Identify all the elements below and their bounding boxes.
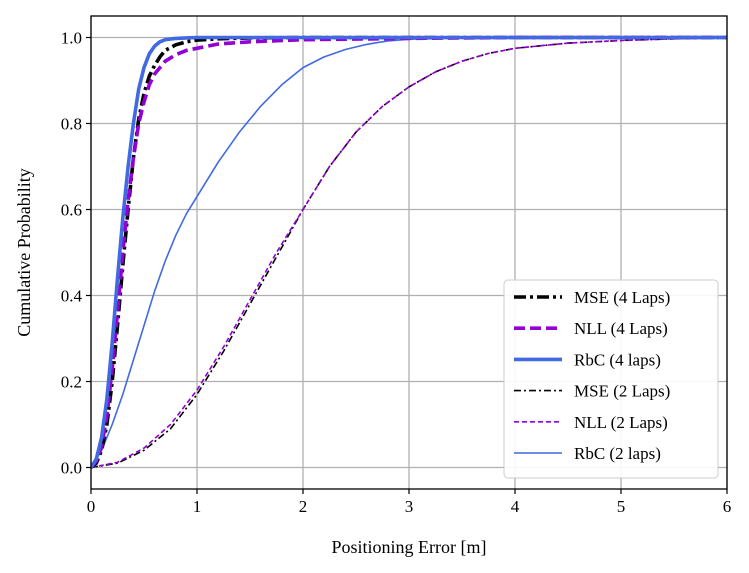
legend-label: NLL (4 Laps) bbox=[574, 319, 668, 338]
x-tick-label: 3 bbox=[405, 497, 414, 516]
series-line-nll-4-laps bbox=[91, 35, 727, 469]
x-tick-label: 1 bbox=[193, 497, 202, 516]
x-tick-label: 4 bbox=[511, 497, 520, 516]
series-lines bbox=[91, 35, 727, 469]
y-tick-label: 0.4 bbox=[61, 287, 83, 306]
legend-box bbox=[503, 279, 719, 479]
y-tick-label: 0.6 bbox=[61, 201, 82, 220]
y-tick-label: 0.2 bbox=[61, 373, 82, 392]
y-tick-label: 0.0 bbox=[61, 459, 82, 478]
series-line-rbc-4-laps bbox=[91, 35, 727, 469]
x-axis-label: Positioning Error [m] bbox=[332, 537, 487, 557]
x-tick-label: 5 bbox=[617, 497, 626, 516]
series-line-nll-2-laps bbox=[91, 37, 727, 469]
series-line-rbc-2-laps bbox=[91, 36, 727, 468]
y-axis-label: Cumulative Probability bbox=[14, 168, 34, 337]
legend-label: MSE (2 Laps) bbox=[574, 382, 670, 401]
legend-label: MSE (4 Laps) bbox=[574, 288, 670, 307]
legend-label: RbC (4 laps) bbox=[574, 350, 661, 369]
legend-label: RbC (2 laps) bbox=[574, 444, 661, 463]
x-tick-label: 6 bbox=[723, 497, 732, 516]
axis-ticks: 0 1 2 3 4 5 6 0.0 0.2 0.4 0.6 0.8 1.0 bbox=[61, 29, 732, 517]
y-tick-label: 1.0 bbox=[61, 29, 82, 48]
legend: MSE (4 Laps) NLL (4 Laps) RbC (4 laps) MSE … bbox=[503, 279, 719, 479]
x-tick-label: 0 bbox=[87, 497, 96, 516]
series-line-mse-2-laps bbox=[91, 37, 727, 469]
x-tick-label: 2 bbox=[299, 497, 308, 516]
legend-label: NLL (2 Laps) bbox=[574, 413, 668, 432]
y-tick-label: 0.8 bbox=[61, 115, 82, 134]
